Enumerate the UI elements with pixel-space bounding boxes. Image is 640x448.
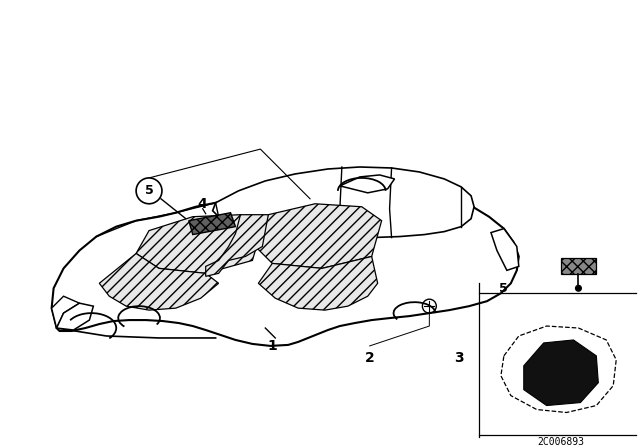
Polygon shape	[205, 215, 268, 276]
Circle shape	[136, 178, 162, 204]
Polygon shape	[52, 186, 519, 346]
Text: 2: 2	[365, 351, 374, 365]
Polygon shape	[212, 167, 474, 237]
Polygon shape	[56, 303, 93, 330]
Polygon shape	[255, 204, 381, 268]
Polygon shape	[136, 215, 262, 273]
Text: 4: 4	[198, 197, 207, 211]
Polygon shape	[189, 213, 236, 235]
Text: 3: 3	[454, 351, 464, 365]
Text: 1: 1	[268, 339, 277, 353]
Circle shape	[575, 285, 581, 291]
Polygon shape	[340, 175, 394, 193]
Text: 5: 5	[145, 184, 154, 198]
Polygon shape	[501, 326, 616, 413]
Polygon shape	[491, 228, 519, 270]
Polygon shape	[99, 254, 219, 310]
Polygon shape	[259, 256, 378, 310]
Text: 2C006893: 2C006893	[537, 437, 584, 448]
Polygon shape	[561, 258, 596, 274]
Text: 5: 5	[499, 282, 508, 295]
Polygon shape	[524, 340, 598, 405]
Polygon shape	[52, 296, 79, 328]
